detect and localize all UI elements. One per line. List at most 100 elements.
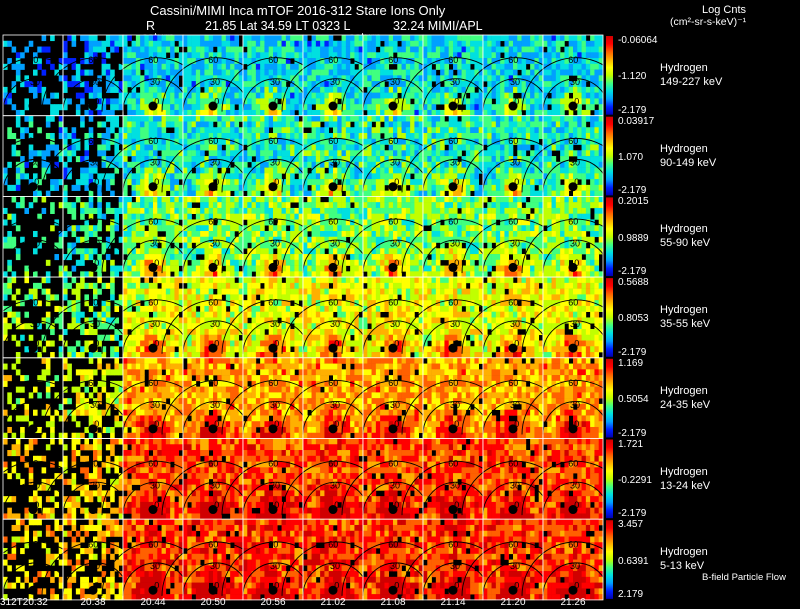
pixel bbox=[423, 202, 428, 209]
pixel bbox=[285, 161, 291, 168]
pixel bbox=[234, 109, 240, 116]
contour-label: 0 bbox=[274, 96, 279, 106]
pixel bbox=[3, 271, 8, 278]
pixel bbox=[551, 58, 557, 65]
pixel bbox=[153, 115, 158, 122]
pixel bbox=[131, 242, 137, 249]
pixel bbox=[384, 138, 390, 145]
pixel bbox=[423, 196, 428, 203]
pixel bbox=[281, 144, 287, 151]
pixel bbox=[294, 104, 300, 111]
pixel bbox=[144, 115, 150, 122]
pixel bbox=[410, 265, 415, 272]
pixel bbox=[217, 144, 222, 151]
pixel bbox=[491, 271, 497, 278]
pixel bbox=[140, 121, 145, 128]
pixel bbox=[367, 40, 372, 47]
pixel bbox=[307, 109, 312, 116]
pixel bbox=[157, 35, 162, 42]
pixel bbox=[208, 248, 214, 255]
pixel bbox=[470, 161, 475, 168]
pixel bbox=[148, 202, 154, 209]
pixel bbox=[307, 207, 312, 214]
pixel bbox=[187, 167, 192, 174]
pixel bbox=[397, 132, 402, 140]
pixel bbox=[590, 156, 595, 163]
pixel bbox=[380, 184, 385, 191]
pixel bbox=[547, 109, 552, 116]
pixel bbox=[251, 109, 257, 116]
pixel bbox=[183, 167, 188, 174]
pixel bbox=[504, 156, 510, 163]
pixel bbox=[135, 219, 141, 226]
pixel bbox=[63, 190, 68, 197]
pixel bbox=[410, 190, 415, 197]
pixel bbox=[375, 196, 381, 203]
pixel bbox=[123, 138, 128, 145]
pixel bbox=[243, 138, 248, 145]
pixel bbox=[384, 156, 390, 163]
pixel bbox=[135, 35, 141, 42]
pixel bbox=[230, 40, 235, 47]
pixel bbox=[234, 86, 240, 93]
pixel bbox=[230, 207, 235, 214]
pixel bbox=[354, 242, 360, 249]
pixel bbox=[200, 150, 205, 157]
pixel bbox=[513, 173, 518, 180]
pixel bbox=[448, 196, 454, 203]
pixel bbox=[487, 184, 492, 191]
pixel bbox=[401, 81, 407, 88]
pixel bbox=[384, 265, 390, 272]
pixel bbox=[328, 86, 334, 93]
pixel bbox=[431, 115, 437, 122]
pixel bbox=[170, 63, 175, 70]
pixel bbox=[264, 35, 270, 42]
pixel bbox=[388, 144, 394, 151]
pixel bbox=[195, 52, 201, 59]
pixel bbox=[328, 92, 334, 99]
planet-disc bbox=[268, 262, 278, 272]
pixel bbox=[135, 104, 141, 111]
pixel bbox=[123, 230, 128, 238]
pixel bbox=[508, 207, 514, 214]
pixel bbox=[88, 46, 94, 53]
pixel bbox=[230, 86, 235, 93]
pixel bbox=[247, 179, 252, 186]
pixel bbox=[470, 184, 475, 191]
pixel bbox=[97, 104, 102, 111]
pixel bbox=[345, 69, 351, 76]
pixel bbox=[384, 115, 390, 122]
pixel bbox=[80, 121, 85, 128]
pixel bbox=[264, 173, 270, 180]
pixel bbox=[247, 115, 252, 122]
pixel bbox=[397, 121, 402, 128]
pixel bbox=[418, 259, 424, 266]
pixel bbox=[178, 190, 184, 197]
pixel bbox=[234, 58, 240, 65]
pixel bbox=[547, 184, 552, 191]
pixel bbox=[483, 69, 488, 76]
pixel bbox=[465, 63, 471, 70]
pixel bbox=[435, 144, 441, 151]
pixel bbox=[204, 138, 210, 145]
pixel bbox=[140, 259, 145, 266]
pixel bbox=[298, 184, 304, 191]
pixel bbox=[448, 132, 454, 140]
pixel bbox=[63, 52, 68, 59]
pixel bbox=[195, 219, 201, 226]
pixel bbox=[444, 230, 450, 238]
pixel bbox=[337, 81, 342, 88]
pixel bbox=[243, 58, 248, 65]
pixel bbox=[328, 161, 334, 168]
pixel bbox=[585, 156, 591, 163]
pixel bbox=[598, 46, 604, 53]
pixel bbox=[363, 184, 368, 191]
pixel bbox=[204, 242, 210, 249]
pixel bbox=[97, 196, 102, 203]
pixel bbox=[405, 109, 411, 116]
pixel bbox=[521, 259, 527, 266]
pixel bbox=[127, 127, 132, 134]
pixel bbox=[560, 52, 565, 59]
pixel bbox=[153, 190, 158, 197]
pixel bbox=[200, 219, 205, 226]
